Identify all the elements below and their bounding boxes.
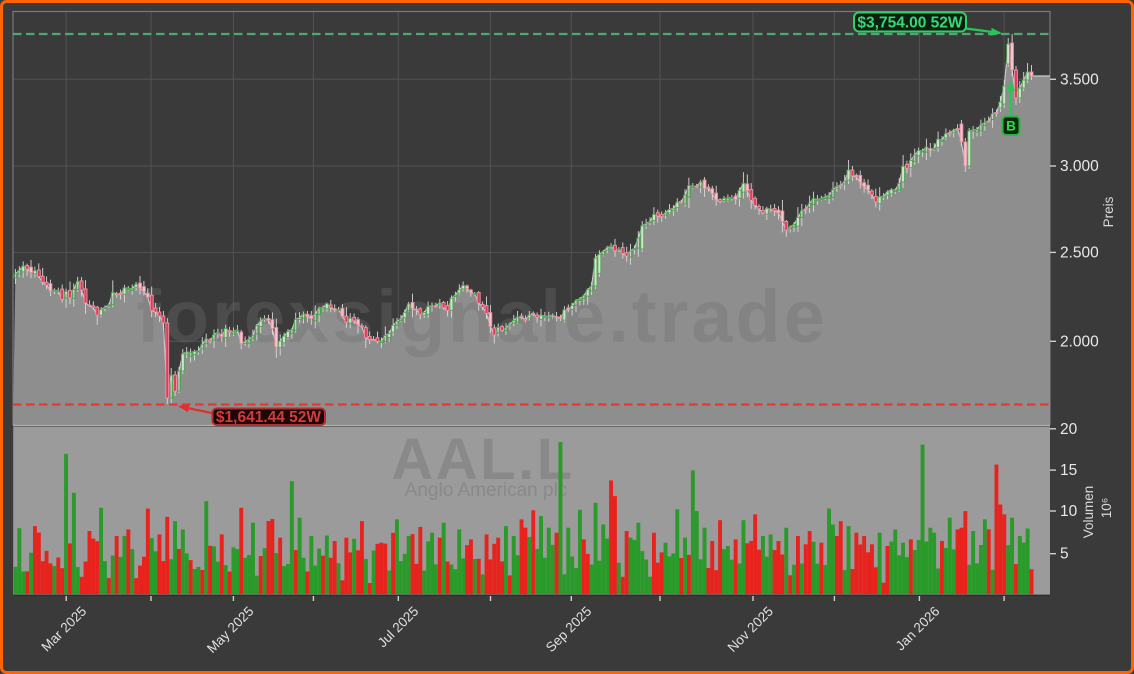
svg-text:10⁶: 10⁶ <box>1099 498 1114 519</box>
svg-text:3.000: 3.000 <box>1060 158 1099 175</box>
svg-text:AAL.L: AAL.L <box>391 427 574 492</box>
svg-text:2.500: 2.500 <box>1060 244 1099 261</box>
svg-text:$1,641.44 52W: $1,641.44 52W <box>216 409 322 426</box>
svg-text:3.500: 3.500 <box>1060 71 1099 88</box>
svg-text:$3,754.00 52W: $3,754.00 52W <box>857 15 963 32</box>
svg-text:5: 5 <box>1060 546 1069 563</box>
svg-text:10: 10 <box>1060 503 1078 520</box>
svg-text:forexsignale.trade: forexsignale.trade <box>136 275 827 358</box>
svg-text:2.000: 2.000 <box>1060 333 1099 350</box>
svg-text:Preis: Preis <box>1101 196 1116 227</box>
svg-text:Anglo American plc: Anglo American plc <box>405 480 568 501</box>
svg-text:20: 20 <box>1060 421 1078 438</box>
svg-text:15: 15 <box>1060 462 1077 479</box>
svg-text:Volumen: Volumen <box>1081 486 1096 539</box>
svg-text:B: B <box>1006 119 1016 134</box>
